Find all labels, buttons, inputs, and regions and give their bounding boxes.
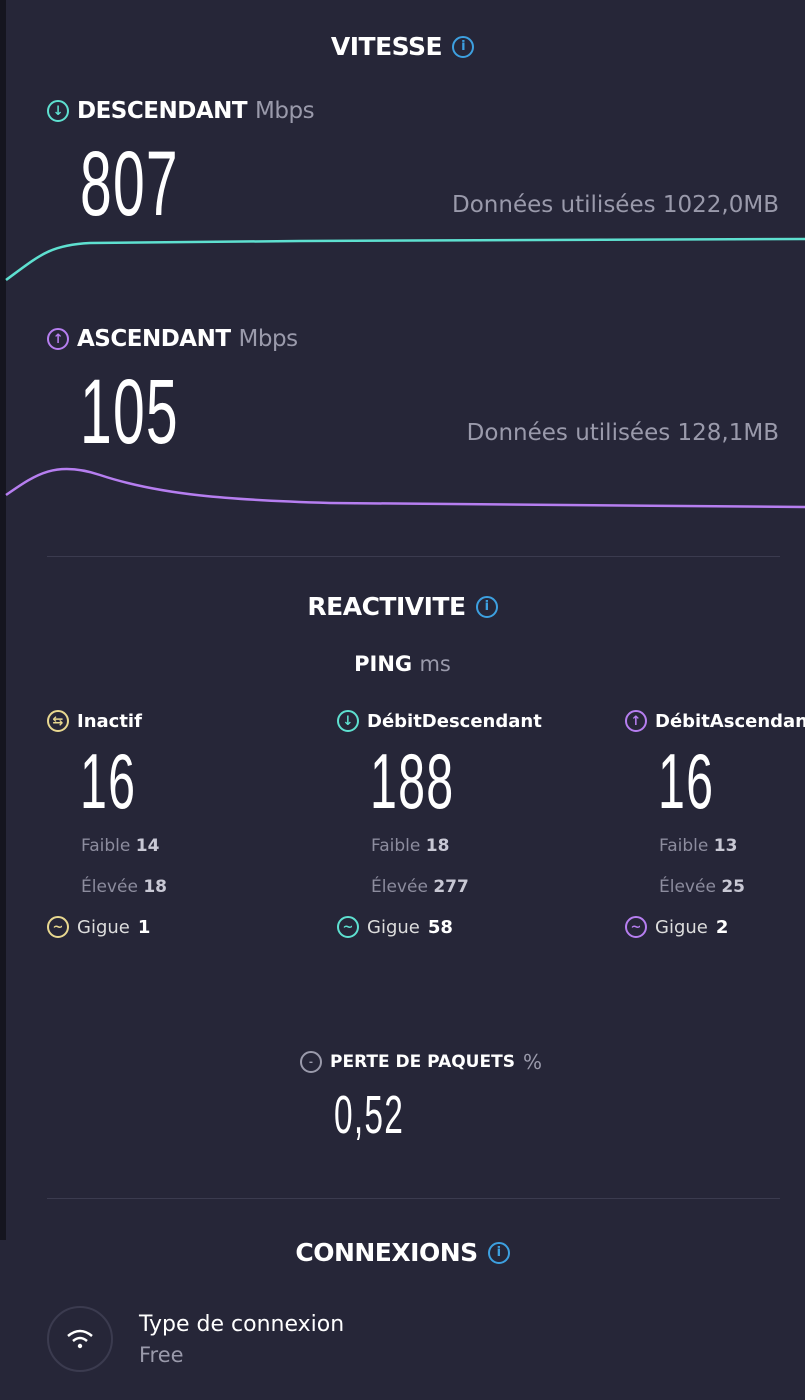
connections-section-title: CONNEXIONS i — [0, 1238, 805, 1267]
ping-high: Élevée 18 — [81, 877, 167, 897]
ping-column: ↓ DébitDescendant 188 Faible 18 Élevée 27… — [337, 710, 637, 938]
ping-label: PING ms — [354, 652, 451, 676]
ping-low: Faible 13 — [659, 836, 738, 856]
ping-high: Élevée 277 — [371, 877, 469, 897]
ping-column: ⇆ Inactif 16 Faible 14 Élevée 18 ~ Gigue 1 — [47, 710, 347, 938]
divider — [47, 556, 780, 557]
jitter-icon: ~ — [337, 916, 359, 938]
speed-section-title: VITESSE i — [0, 32, 805, 61]
download-label: ↓ DESCENDANT Mbps — [47, 98, 315, 124]
download-value: 807 — [80, 133, 179, 235]
ping-low: Faible 14 — [81, 836, 160, 856]
wifi-icon — [47, 1306, 113, 1372]
upload-label: ↑ ASCENDANT Mbps — [47, 326, 298, 352]
upload-data-used: Données utilisées 128,1MB — [466, 420, 779, 446]
jitter: ~ Gigue 58 — [337, 916, 453, 938]
ping-column-name: DébitDescendant — [367, 710, 542, 732]
packet-loss-value: 0,52 — [334, 1085, 405, 1145]
ping-low: Faible 18 — [371, 836, 450, 856]
connection-type-value: Free — [139, 1343, 184, 1367]
ping-column-name: DébitAscendant — [655, 710, 805, 732]
arrow-down-icon: ↓ — [337, 710, 359, 732]
arrow-up-icon: ↑ — [625, 710, 647, 732]
upload-line — [5, 467, 805, 509]
arrow-down-icon: ↓ — [47, 100, 69, 122]
upload-value: 105 — [80, 361, 179, 463]
responsiveness-section-title: REACTIVITE i — [0, 592, 805, 621]
jitter-icon: ~ — [47, 916, 69, 938]
info-icon[interactable]: i — [475, 595, 498, 618]
packet-loss-icon: - — [300, 1051, 322, 1073]
ping-value: 16 — [658, 737, 715, 825]
ping-value: 188 — [370, 737, 455, 825]
download-line — [5, 237, 805, 282]
divider — [47, 1198, 780, 1199]
idle-icon: ⇆ — [47, 710, 69, 732]
arrow-up-icon: ↑ — [47, 328, 69, 350]
info-icon[interactable]: i — [452, 35, 475, 58]
packet-loss-label: - PERTE DE PAQUETS % — [300, 1050, 542, 1074]
ping-column-name: Inactif — [77, 710, 142, 732]
jitter: ~ Gigue 1 — [47, 916, 150, 938]
download-data-used: Données utilisées 1022,0MB — [452, 192, 779, 218]
jitter: ~ Gigue 2 — [625, 916, 728, 938]
ping-high: Élevée 25 — [659, 877, 745, 897]
upload-graph — [5, 467, 805, 509]
ping-column: ↑ DébitAscendant 16 Faible 13 Élevée 25 ~… — [625, 710, 805, 938]
ping-value: 16 — [80, 737, 137, 825]
download-graph — [5, 237, 805, 282]
jitter-icon: ~ — [625, 916, 647, 938]
info-icon[interactable]: i — [487, 1241, 510, 1264]
left-edge — [0, 0, 6, 1240]
connection-type-label: Type de connexion — [139, 1312, 345, 1337]
